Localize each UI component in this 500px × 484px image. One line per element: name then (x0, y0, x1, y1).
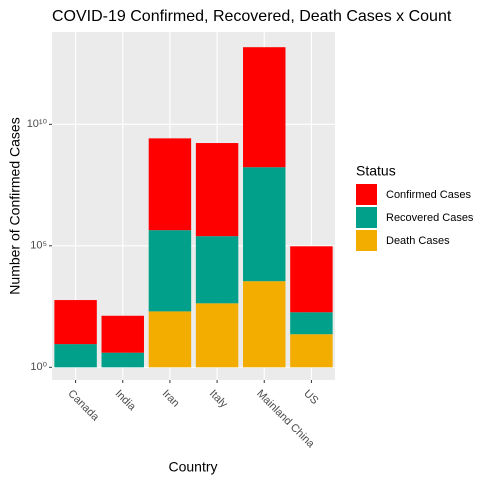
bar-segment (54, 344, 97, 368)
bar-segment (148, 230, 192, 312)
bar-segment (290, 246, 333, 313)
legend-swatch (356, 207, 377, 228)
bar-segment (148, 138, 192, 231)
y-axis-label: Number of Confirmed Cases (7, 117, 23, 294)
bar-segment (195, 143, 239, 237)
y-tick-label: 10⁵ (30, 240, 47, 252)
bar-segment (148, 311, 192, 368)
y-tick-label: 10⁰ (30, 361, 47, 373)
bar-segment (243, 167, 286, 282)
bar-segment (290, 334, 333, 368)
chart-title: COVID-19 Confirmed, Recovered, Death Cas… (52, 8, 452, 25)
legend-swatch (356, 184, 377, 205)
x-tick-label: US (301, 388, 320, 407)
x-tick-label: Canada (65, 388, 101, 424)
bar-segment (54, 300, 97, 345)
bar-segment (243, 281, 286, 368)
bar-segment (195, 236, 239, 304)
legend-title: Status (356, 163, 396, 179)
bar-segment (101, 315, 144, 353)
bar-segment (101, 352, 144, 368)
plot-background (52, 32, 335, 380)
x-axis-label: Country (168, 459, 217, 475)
bar-segment (195, 303, 239, 368)
legend-label: Confirmed Cases (386, 189, 471, 201)
y-tick-label: 10¹⁰ (27, 118, 48, 130)
legend-swatch (356, 230, 377, 251)
bar-segment (243, 47, 286, 168)
legend-label: Death Cases (386, 235, 450, 247)
x-tick-label: India (113, 388, 139, 414)
legend-label: Recovered Cases (386, 212, 474, 224)
bar-segment (290, 312, 333, 335)
x-tick-label: Italy (207, 388, 230, 411)
x-tick-label: Iran (160, 388, 182, 410)
